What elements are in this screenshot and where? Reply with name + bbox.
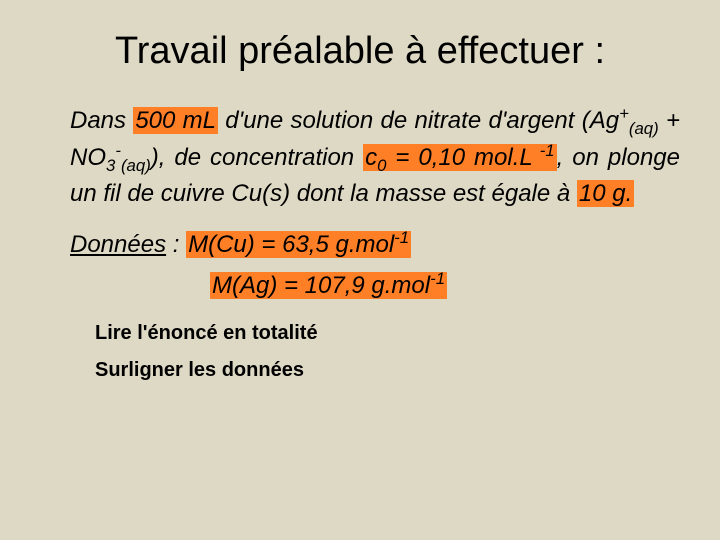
- data-line-ag: M(Ag) = 107,9 g.mol-1: [210, 269, 680, 300]
- highlight-volume: 500 mL: [133, 107, 218, 134]
- mcu-text: M(Cu) = 63,5 g.mol: [188, 231, 394, 258]
- sub-3: 3: [106, 156, 115, 175]
- sup-plus: +: [619, 104, 629, 123]
- mass-val: 10 g.: [579, 180, 632, 207]
- mag-text: M(Ag) = 107,9 g.mol: [212, 272, 430, 299]
- text-solution: d'une solution de nitrate d'argent (Ag: [218, 107, 619, 134]
- data-line-cu: Données : M(Cu) = 63,5 g.mol-1: [70, 228, 680, 259]
- data-colon: :: [166, 231, 186, 258]
- text-conc: ), de concentration: [151, 144, 363, 171]
- data-label: Données: [70, 231, 166, 258]
- c0-sup: -1: [533, 141, 555, 160]
- problem-paragraph: Dans 500 mL d'une solution de nitrate d'…: [70, 103, 680, 210]
- c0-c: c: [365, 144, 377, 171]
- highlight-mcu: M(Cu) = 63,5 g.mol-1: [186, 231, 411, 258]
- mcu-sup: -1: [394, 228, 409, 247]
- slide: Travail préalable à effectuer : Dans 500…: [0, 0, 720, 540]
- instruction-highlight: Surligner les données: [95, 359, 680, 382]
- c0-val: = 0,10 mol.L: [386, 144, 532, 171]
- mag-sup: -1: [430, 269, 445, 288]
- sub-aq2: (aq): [121, 156, 151, 175]
- highlight-mass: 10 g.: [577, 180, 634, 207]
- text-dans: Dans: [70, 107, 133, 134]
- slide-title: Travail préalable à effectuer :: [40, 30, 680, 73]
- highlight-mag: M(Ag) = 107,9 g.mol-1: [210, 272, 447, 299]
- sub-aq1: (aq): [629, 119, 659, 138]
- highlight-concentration: c0 = 0,10 mol.L -1: [363, 144, 557, 171]
- instruction-read: Lire l'énoncé en totalité: [95, 322, 680, 345]
